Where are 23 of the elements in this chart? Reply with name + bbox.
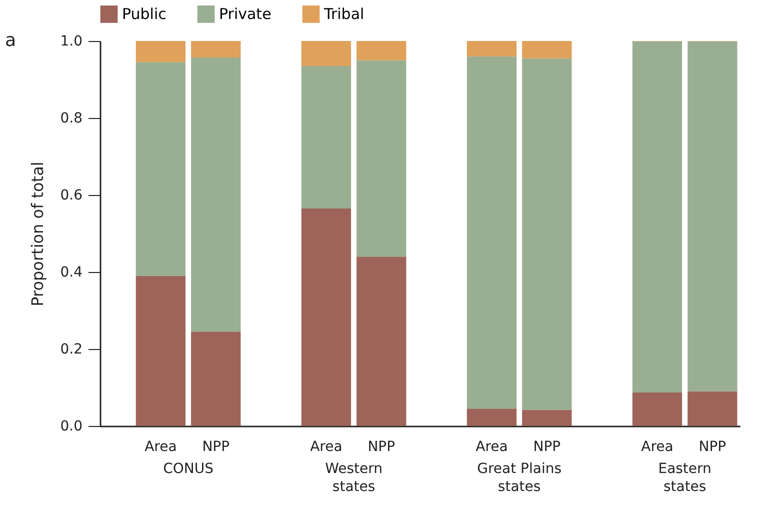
x-tick-label: Area <box>310 439 342 455</box>
x-tick-label: Area <box>144 439 177 455</box>
legend-label: Tribal <box>323 5 364 24</box>
text: Great Plains states <box>477 461 562 495</box>
x-tick-label: NPP <box>533 439 561 455</box>
x-tick-label: NPP <box>368 439 396 455</box>
legend-label: Private <box>219 5 272 24</box>
y-tick-label: 0.2 <box>60 342 82 358</box>
x-tick-label: NPP <box>202 439 230 455</box>
x-tick-label: Area <box>476 439 508 455</box>
text: Western states <box>325 461 383 495</box>
y-tick-label: 0.0 <box>60 418 82 434</box>
y-tick-label: 0.4 <box>60 264 83 280</box>
x-tick-label: Area <box>641 439 674 455</box>
legend-label: Public <box>122 5 166 24</box>
text: CONUS <box>163 461 214 477</box>
y-tick-label: 0.8 <box>60 110 82 126</box>
y-axis-title: Proportion of total <box>28 162 48 306</box>
y-tick-label: 1.0 <box>60 34 82 50</box>
text: Eastern states <box>658 461 712 495</box>
y-tick-label: 0.6 <box>60 188 83 204</box>
x-tick-label: NPP <box>698 439 726 455</box>
text: a <box>5 30 16 51</box>
